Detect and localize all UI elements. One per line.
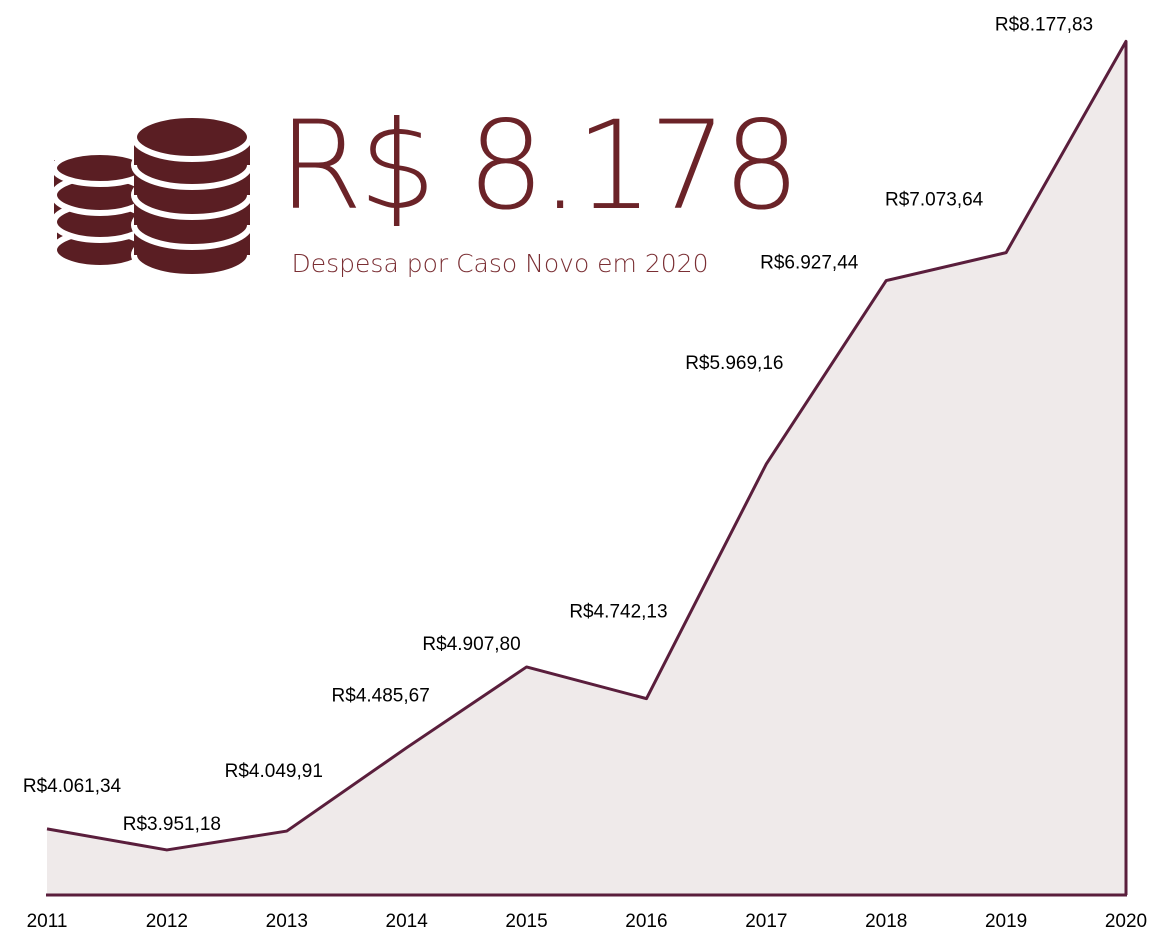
- area-fill: [47, 41, 1126, 896]
- data-label: R$4.742,13: [569, 602, 667, 623]
- data-label: R$8.177,83: [995, 14, 1093, 35]
- x-tick-label: 2014: [386, 911, 429, 932]
- data-label: R$7.073,64: [885, 190, 984, 211]
- x-tick-label: 2013: [266, 911, 308, 932]
- x-tick-label: 2017: [745, 911, 787, 932]
- data-label: R$4.485,67: [332, 686, 430, 707]
- data-label: R$4.061,34: [23, 776, 122, 797]
- x-tick-label: 2015: [505, 911, 547, 932]
- x-tick-label: 2020: [1105, 911, 1147, 932]
- x-tick-label: 2012: [146, 911, 188, 932]
- area-line: [46, 39, 1128, 895]
- headline: R$ 8.178: [278, 95, 800, 237]
- data-label: R$4.049,91: [225, 761, 323, 782]
- data-label: R$4.907,80: [422, 634, 520, 655]
- coins-icon: [51, 112, 253, 280]
- x-tick-label: 2011: [27, 911, 68, 932]
- data-label: R$5.969,16: [685, 353, 783, 374]
- x-tick-label: 2016: [625, 911, 667, 932]
- x-tick-label: 2019: [985, 911, 1027, 932]
- subtitle: Despesa por Caso Novo em 2020: [291, 249, 709, 278]
- data-label: R$6.927,44: [760, 253, 859, 274]
- x-tick-label: 2018: [865, 911, 907, 932]
- data-label: R$3.951,18: [123, 814, 221, 835]
